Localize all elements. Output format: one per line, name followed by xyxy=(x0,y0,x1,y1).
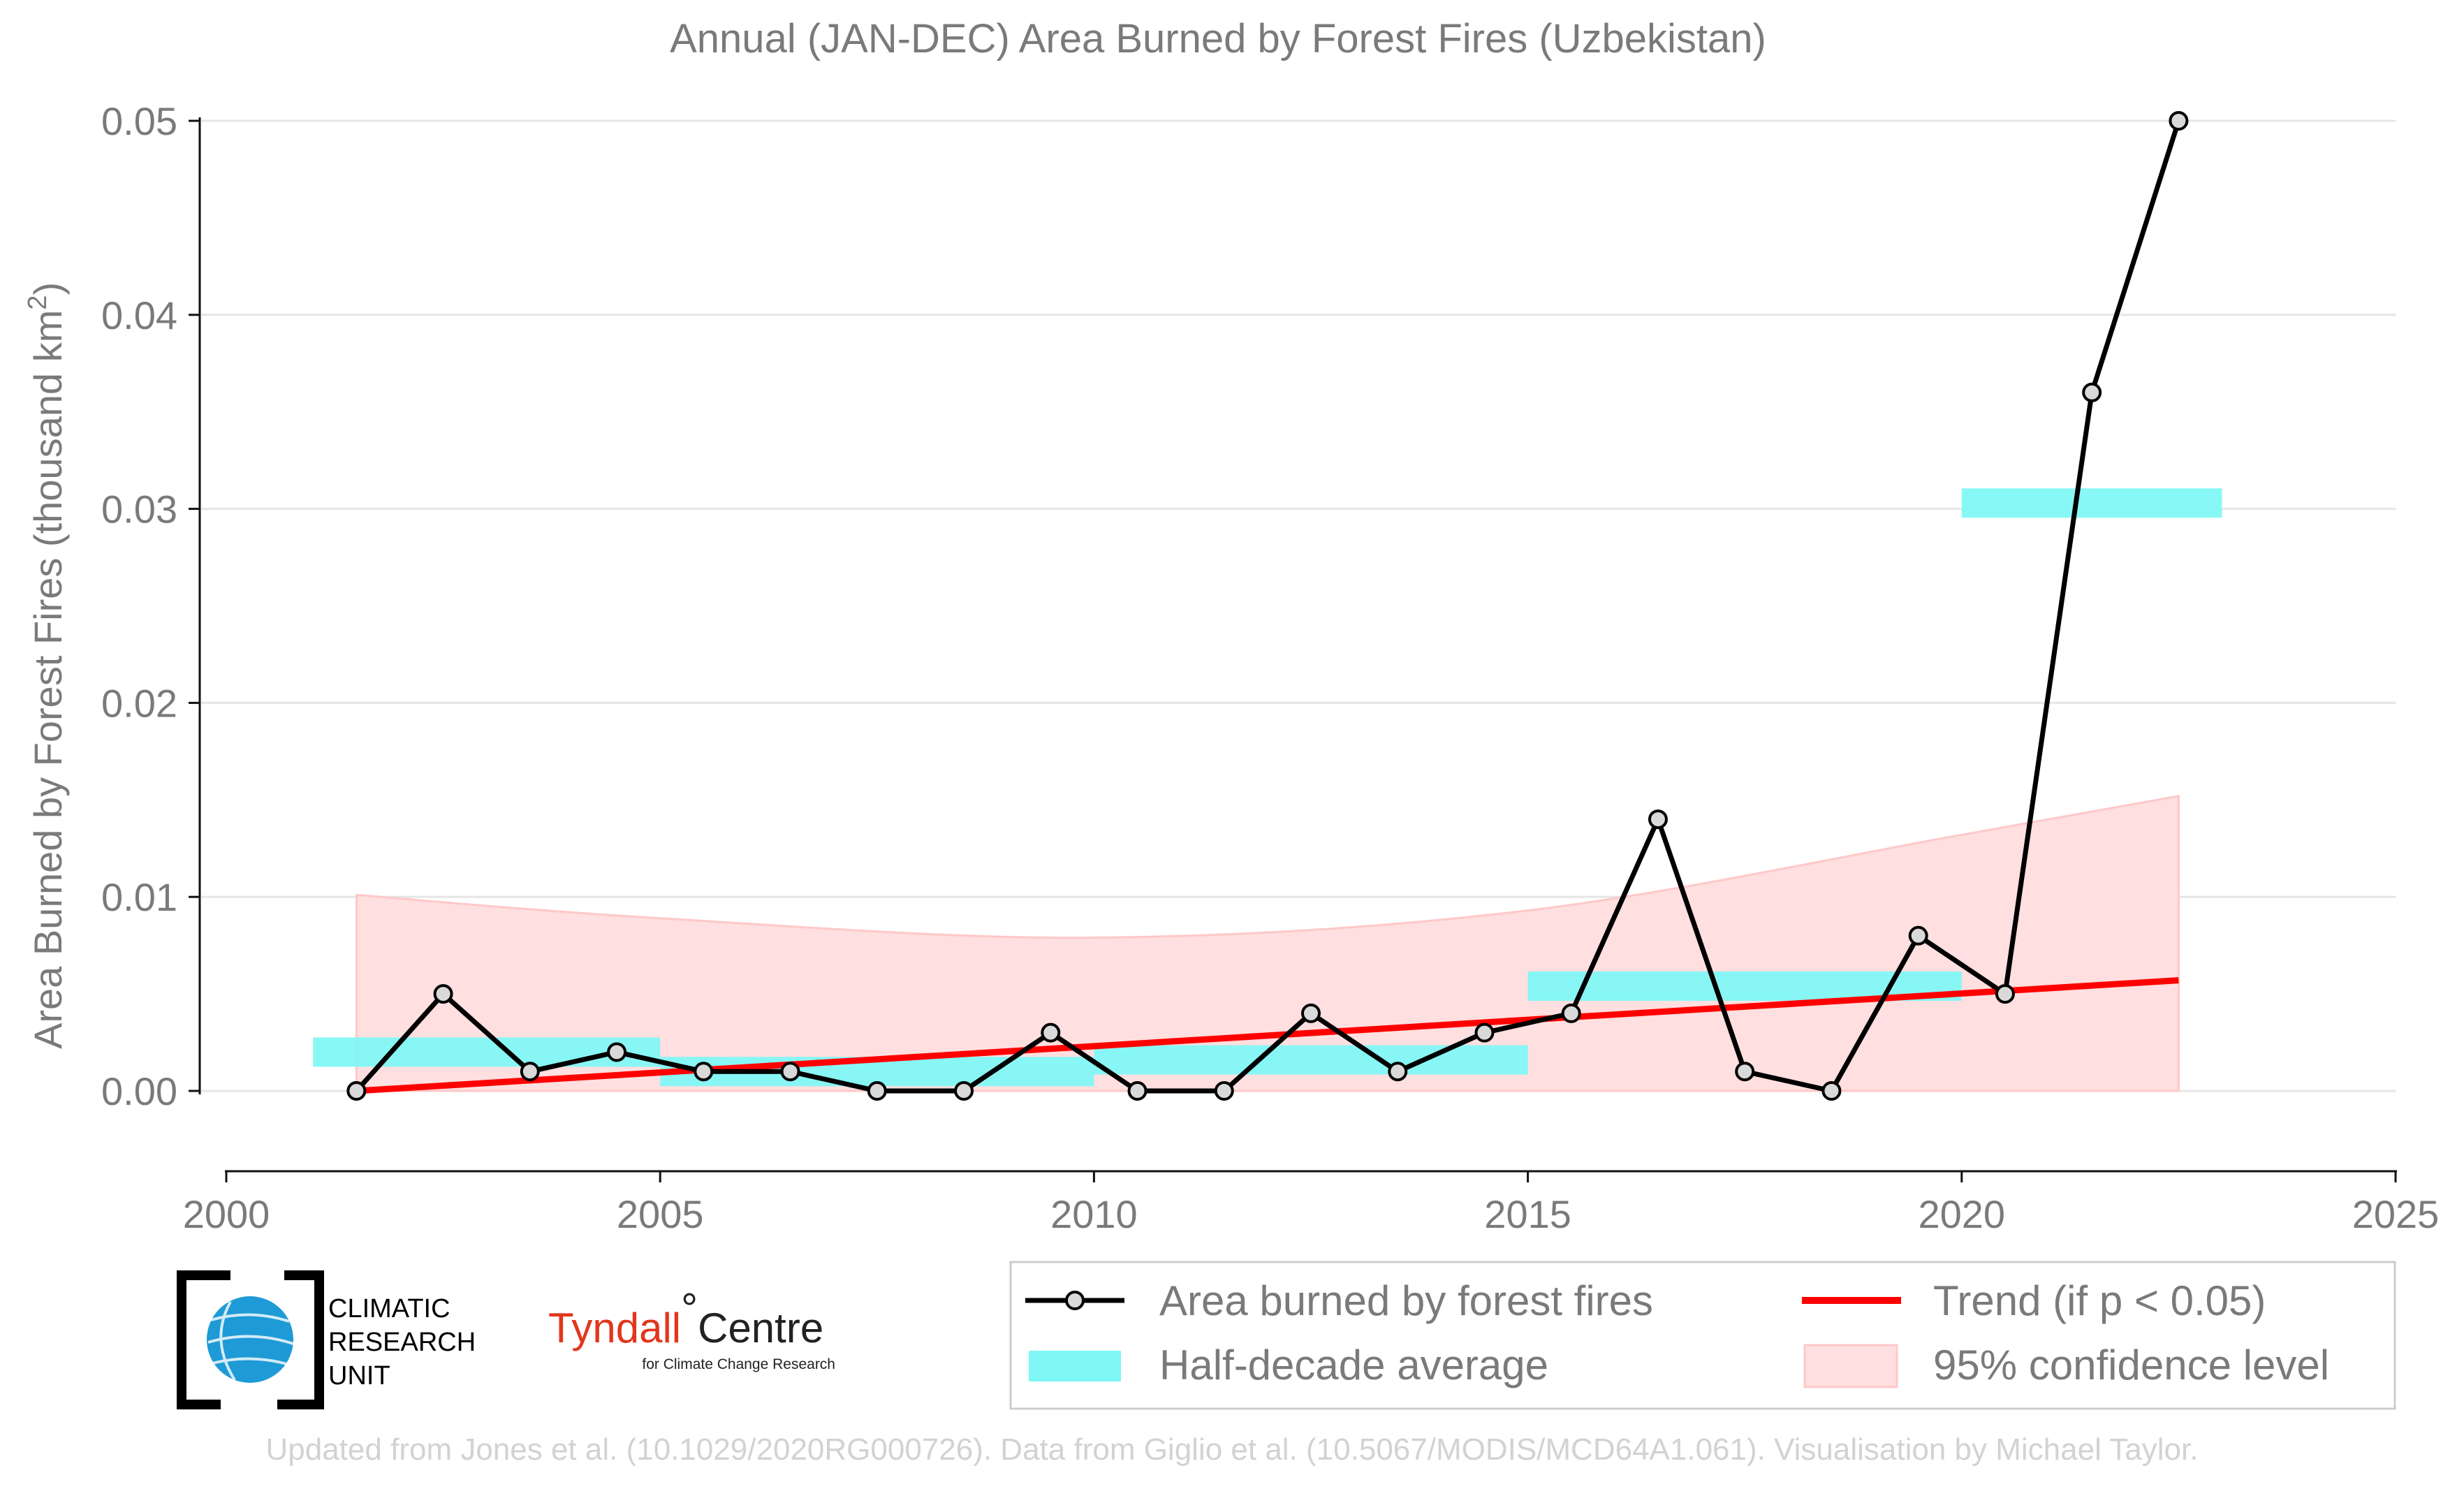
half-decade-bar-4 xyxy=(1961,488,2222,518)
data-point-8 xyxy=(1041,1022,1061,1043)
legend-label-trend: Trend (if p < 0.05) xyxy=(1933,1277,2266,1324)
x-tick-label-3: 2015 xyxy=(1484,1192,1571,1236)
y-tick-label-5: 0.05 xyxy=(101,99,177,143)
y-tick-label-3: 0.03 xyxy=(101,487,177,531)
data-point-7 xyxy=(954,1081,974,1101)
data-point-13 xyxy=(1474,1022,1495,1043)
y-axis-label: Area Burned by Forest Fires (thousand km… xyxy=(23,282,70,1049)
data-point-21 xyxy=(2169,111,2189,131)
data-point-10 xyxy=(1214,1081,1234,1101)
data-point-18 xyxy=(1908,925,1928,946)
legend-swatch-halfdecade xyxy=(1029,1351,1121,1381)
data-point-0 xyxy=(346,1081,367,1101)
y-tick-label-2: 0.02 xyxy=(101,681,177,725)
legend-label-area: Area burned by forest fires xyxy=(1159,1277,1653,1324)
data-point-1 xyxy=(433,984,453,1004)
y-tick-label-1: 0.01 xyxy=(101,875,177,919)
legend-swatch-confidence xyxy=(1803,1344,1898,1388)
legend-box xyxy=(1009,1261,2396,1410)
cru-text-line1: CLIMATIC xyxy=(328,1294,450,1323)
data-point-11 xyxy=(1301,1003,1321,1023)
cru-logo: CLIMATIC RESEARCH UNIT xyxy=(177,1270,476,1409)
y-axis-label-text: Area Burned by Forest Fires (thousand km… xyxy=(23,282,70,1049)
data-point-4 xyxy=(694,1062,714,1082)
cru-bracket-left xyxy=(177,1270,230,1409)
half-decade-bar-0 xyxy=(313,1037,661,1067)
series-layer xyxy=(346,111,2189,1101)
confidence-band-layer xyxy=(355,794,2180,1092)
trend-layer xyxy=(356,977,2179,1094)
x-tick-label-5: 2025 xyxy=(2352,1192,2440,1236)
data-point-20 xyxy=(2082,382,2102,402)
y-tick-label-0: 0.00 xyxy=(101,1069,177,1113)
data-point-19 xyxy=(1995,984,2015,1004)
tyndall-subtitle: for Climate Change Research xyxy=(642,1356,835,1372)
legend-swatch-area-marker xyxy=(1065,1291,1085,1310)
footer-credit: Updated from Jones et al. (10.1029/2020R… xyxy=(266,1432,2199,1467)
data-point-16 xyxy=(1735,1062,1755,1082)
tyndall-wordmark: Tyndall°Centre xyxy=(548,1285,823,1351)
cru-globe-lines xyxy=(207,1301,294,1381)
data-point-17 xyxy=(1821,1081,1842,1101)
legend-label-confidence: 95% confidence level xyxy=(1933,1342,2329,1388)
cru-text-line3: UNIT xyxy=(328,1361,390,1391)
data-point-6 xyxy=(867,1081,887,1101)
area-burned-line xyxy=(354,119,2181,1094)
data-point-2 xyxy=(520,1062,540,1082)
data-point-3 xyxy=(607,1042,627,1062)
axes: 0.00 0.01 0.02 0.03 0.04 0.05 2000 2005 2010 2015… xyxy=(101,99,2439,1236)
confidence-band xyxy=(355,794,2180,1092)
legend-label-halfdecade: Half-decade average xyxy=(1159,1342,1548,1388)
data-point-14 xyxy=(1561,1003,1581,1023)
legend: Area burned by forest fires Half-decade … xyxy=(1009,1261,2396,1410)
y-tick-label-4: 0.04 xyxy=(101,293,177,337)
trend-line xyxy=(356,977,2179,1094)
x-tick-label-2: 2010 xyxy=(1050,1192,1138,1236)
tyndall-logo: Tyndall°Centre for Climate Change Resear… xyxy=(548,1285,835,1372)
data-point-5 xyxy=(780,1062,800,1082)
x-tick-label-0: 2000 xyxy=(183,1192,270,1236)
x-tick-label-1: 2005 xyxy=(617,1192,704,1236)
x-tick-label-4: 2020 xyxy=(1919,1192,2006,1236)
data-point-12 xyxy=(1388,1062,1408,1082)
half-decade-bar-2 xyxy=(1094,1045,1528,1075)
chart-title: Annual (JAN-DEC) Area Burned by Forest F… xyxy=(670,16,1766,61)
cru-text-line2: RESEARCH xyxy=(328,1328,476,1357)
data-point-15 xyxy=(1648,809,1668,830)
cru-bracket-right xyxy=(277,1270,324,1409)
data-point-9 xyxy=(1127,1081,1147,1101)
